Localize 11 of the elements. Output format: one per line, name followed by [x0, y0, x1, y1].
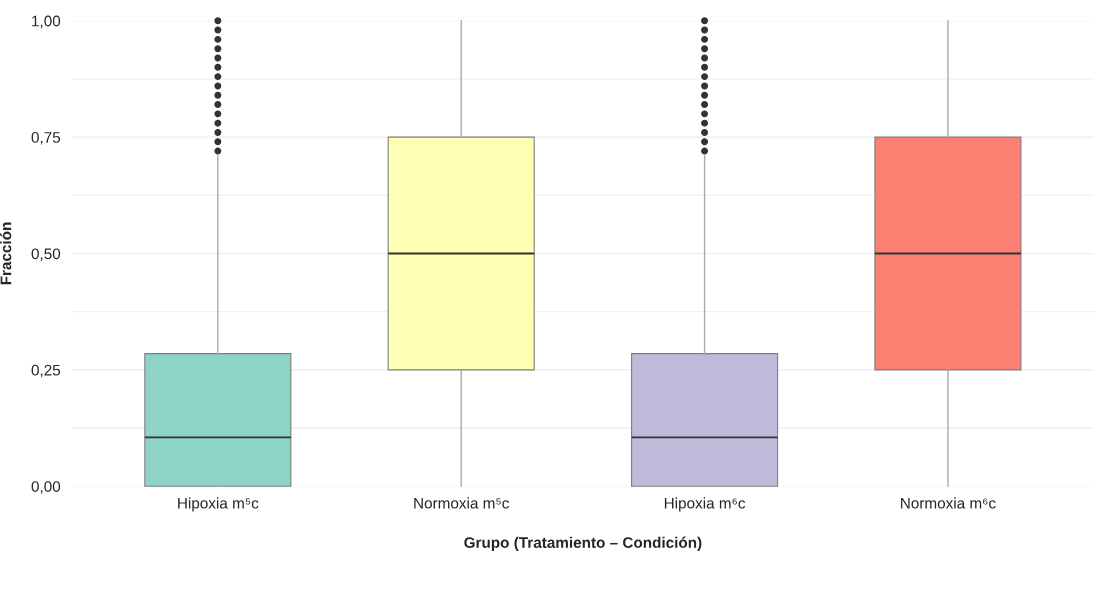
- y-tick-label: 0,25: [31, 364, 61, 378]
- x-tick-label: Hipoxia m⁶c: [664, 497, 746, 512]
- y-tick-label: 0,00: [31, 481, 61, 494]
- y-tick-label: 1,00: [32, 15, 61, 29]
- y-axis-title: Fracción: [0, 222, 12, 285]
- x-axis-title: Grupo (Tratamiento – Condición): [464, 536, 702, 551]
- x-tick-label: Normoxia m⁵c: [414, 497, 509, 509]
- y-tick-label: 0,50: [31, 248, 61, 261]
- y-tick-label: 0,75: [31, 132, 61, 145]
- x-tick-label: Hipoxia m⁵c: [178, 497, 259, 512]
- x-tick-label: Normoxia m⁶c: [901, 497, 996, 509]
